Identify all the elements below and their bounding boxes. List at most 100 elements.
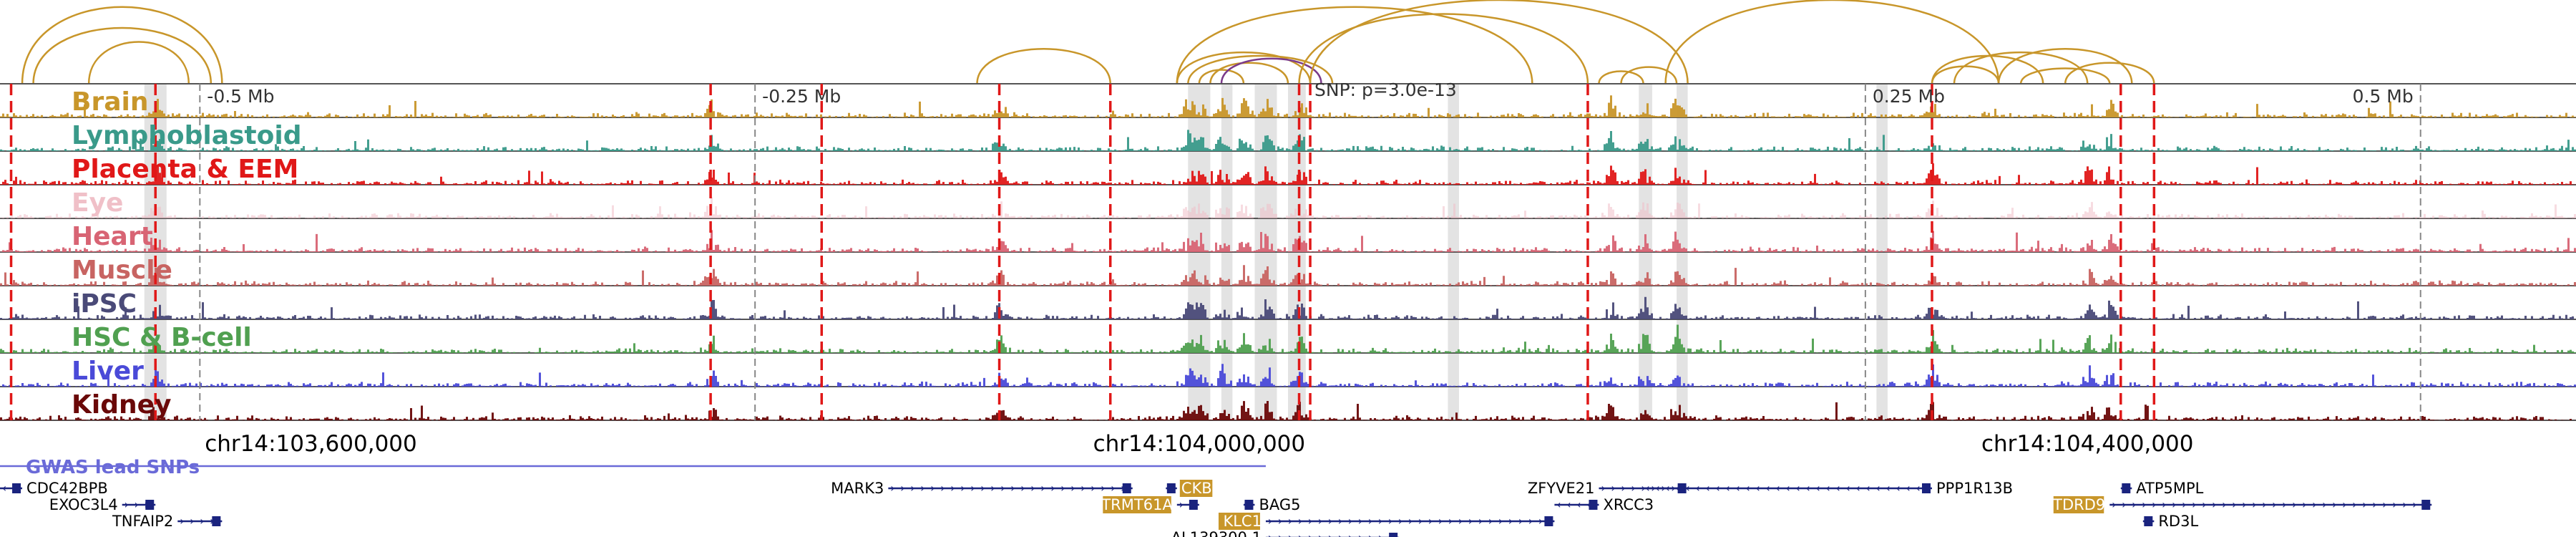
- strand-chevron: ‹: [1655, 481, 1659, 495]
- strand-chevron: ‹: [1715, 481, 1719, 495]
- strand-chevron: ›: [1060, 481, 1065, 495]
- gene-exon: [1389, 533, 1398, 537]
- strand-chevron: ›: [2202, 498, 2206, 511]
- strand-chevron: ›: [990, 481, 995, 495]
- strand-chevron: ›: [180, 514, 184, 528]
- track-label: Brain: [72, 87, 148, 117]
- strand-chevron: ›: [210, 514, 214, 528]
- gene-exon: [1922, 483, 1931, 493]
- gene-exon: [12, 483, 21, 493]
- strand-chevron: ›: [1378, 514, 1382, 528]
- strand-chevron: ›: [1611, 481, 1615, 495]
- strand-chevron: ›: [2342, 498, 2346, 511]
- gene-exon: [212, 516, 221, 526]
- strand-chevron: ›: [1278, 514, 1282, 528]
- strand-chevron: ›: [2392, 498, 2396, 511]
- track-label: Eye: [72, 188, 123, 218]
- strand-chevron: ‹: [1645, 481, 1649, 495]
- strand-chevron: ›: [1338, 531, 1342, 537]
- strand-chevron: ›: [1408, 514, 1413, 528]
- relative-tick-label: 0.5 Mb: [2353, 86, 2414, 107]
- strand-chevron: ›: [1468, 514, 1473, 528]
- strand-chevron: ›: [1000, 481, 1005, 495]
- strand-chevron: ‹: [1586, 498, 1591, 511]
- strand-chevron: ‹: [1725, 481, 1729, 495]
- gene-exon: [1589, 500, 1598, 510]
- gene-exon: [2421, 500, 2431, 510]
- track-label: Muscle: [72, 256, 172, 285]
- interaction-arc: [1620, 66, 1678, 84]
- strand-chevron: ›: [920, 481, 924, 495]
- strand-chevron: ‹: [1705, 481, 1709, 495]
- strand-chevron: ›: [2242, 498, 2246, 511]
- strand-chevron: ›: [200, 514, 204, 528]
- strand-chevron: ›: [2382, 498, 2386, 511]
- track-label: Placenta & EEM: [72, 155, 298, 184]
- gene-exon: [1544, 516, 1553, 526]
- strand-chevron: ›: [1040, 481, 1045, 495]
- strand-chevron: ‹: [1835, 481, 1840, 495]
- strand-chevron: ›: [1388, 514, 1392, 528]
- gene-ckb: ‹CKB: [1166, 480, 1213, 497]
- track-labels: Brain Lymphoblastoid Placenta & EEM Eye Hear…: [72, 87, 302, 420]
- gene-label: TNFAIP2: [112, 513, 173, 530]
- interaction-arc: [1931, 65, 2000, 84]
- interaction-arc: [32, 26, 213, 84]
- strand-chevron: ›: [2322, 498, 2326, 511]
- gene-exon: [2122, 483, 2131, 493]
- gene-exon: [1244, 500, 1254, 510]
- relative-axis: SNP: p=3.0e-13 -0.5 Mb -0.25 Mb 0.25 Mb 0.5…: [199, 79, 2421, 420]
- strand-chevron: ›: [1020, 481, 1025, 495]
- track-label: Kidney: [72, 390, 172, 420]
- gene-label: EXOC3L4: [49, 496, 118, 513]
- strand-chevron: ›: [1398, 514, 1402, 528]
- strand-chevron: ‹: [1875, 481, 1880, 495]
- interaction-arc: [976, 48, 1111, 84]
- strand-chevron: ›: [2302, 498, 2306, 511]
- strand-chevron: ›: [1288, 531, 1292, 537]
- interaction-arc: [2064, 62, 2155, 84]
- interaction-arc: [1198, 69, 1245, 84]
- strand-chevron: ›: [1080, 481, 1085, 495]
- gene-mark3: ››››››››››››››››››››››››MARK3: [831, 480, 1133, 497]
- strand-chevron: ›: [2232, 498, 2236, 511]
- strand-chevron: ‹: [2, 481, 6, 495]
- interaction-arc: [2019, 67, 2111, 84]
- strand-chevron: ›: [2212, 498, 2216, 511]
- gene-al139300-1: ›››››››››››››AL139300.1: [1171, 529, 1400, 537]
- gene-label: KLC1: [1223, 513, 1262, 530]
- interaction-arc: [1664, 0, 2000, 84]
- strand-chevron: ›: [1328, 514, 1332, 528]
- strand-chevron: ›: [980, 481, 985, 495]
- strand-chevron: ›: [1091, 481, 1095, 495]
- track-label: Lymphoblastoid: [72, 121, 302, 150]
- interaction-arc: [1997, 48, 2133, 84]
- strand-chevron: ‹: [1566, 498, 1571, 511]
- interaction-arc: [1598, 70, 1644, 84]
- gene-label: CKB: [1181, 480, 1212, 497]
- strand-chevron: ‹: [1825, 481, 1830, 495]
- strand-chevron: ›: [940, 481, 945, 495]
- gene-highlight: [2053, 496, 2104, 513]
- gene-label: CDC42BPB: [26, 480, 108, 497]
- strand-chevron: ›: [1621, 481, 1625, 495]
- strand-chevron: ›: [950, 481, 955, 495]
- strand-chevron: ›: [124, 498, 128, 511]
- interaction-arc: [1309, 0, 1689, 84]
- strand-chevron: ›: [1518, 514, 1523, 528]
- strand-chevron: ›: [1428, 514, 1433, 528]
- strand-chevron: ›: [2152, 498, 2156, 511]
- gwas-track: GWAS lead SNPs: [0, 457, 1266, 478]
- strand-chevron: ›: [1348, 531, 1352, 537]
- strand-chevron: ›: [930, 481, 935, 495]
- strand-chevron: ›: [1288, 514, 1292, 528]
- strand-chevron: ›: [1318, 514, 1322, 528]
- interaction-arc: [1176, 51, 1312, 84]
- strand-chevron: ›: [890, 481, 894, 495]
- strand-chevron: ›: [2252, 498, 2256, 511]
- strand-chevron: ‹: [1735, 481, 1740, 495]
- strand-chevron: ›: [960, 481, 965, 495]
- strand-chevron: ›: [2362, 498, 2366, 511]
- relative-tick-label: 0.25 Mb: [1873, 86, 1945, 107]
